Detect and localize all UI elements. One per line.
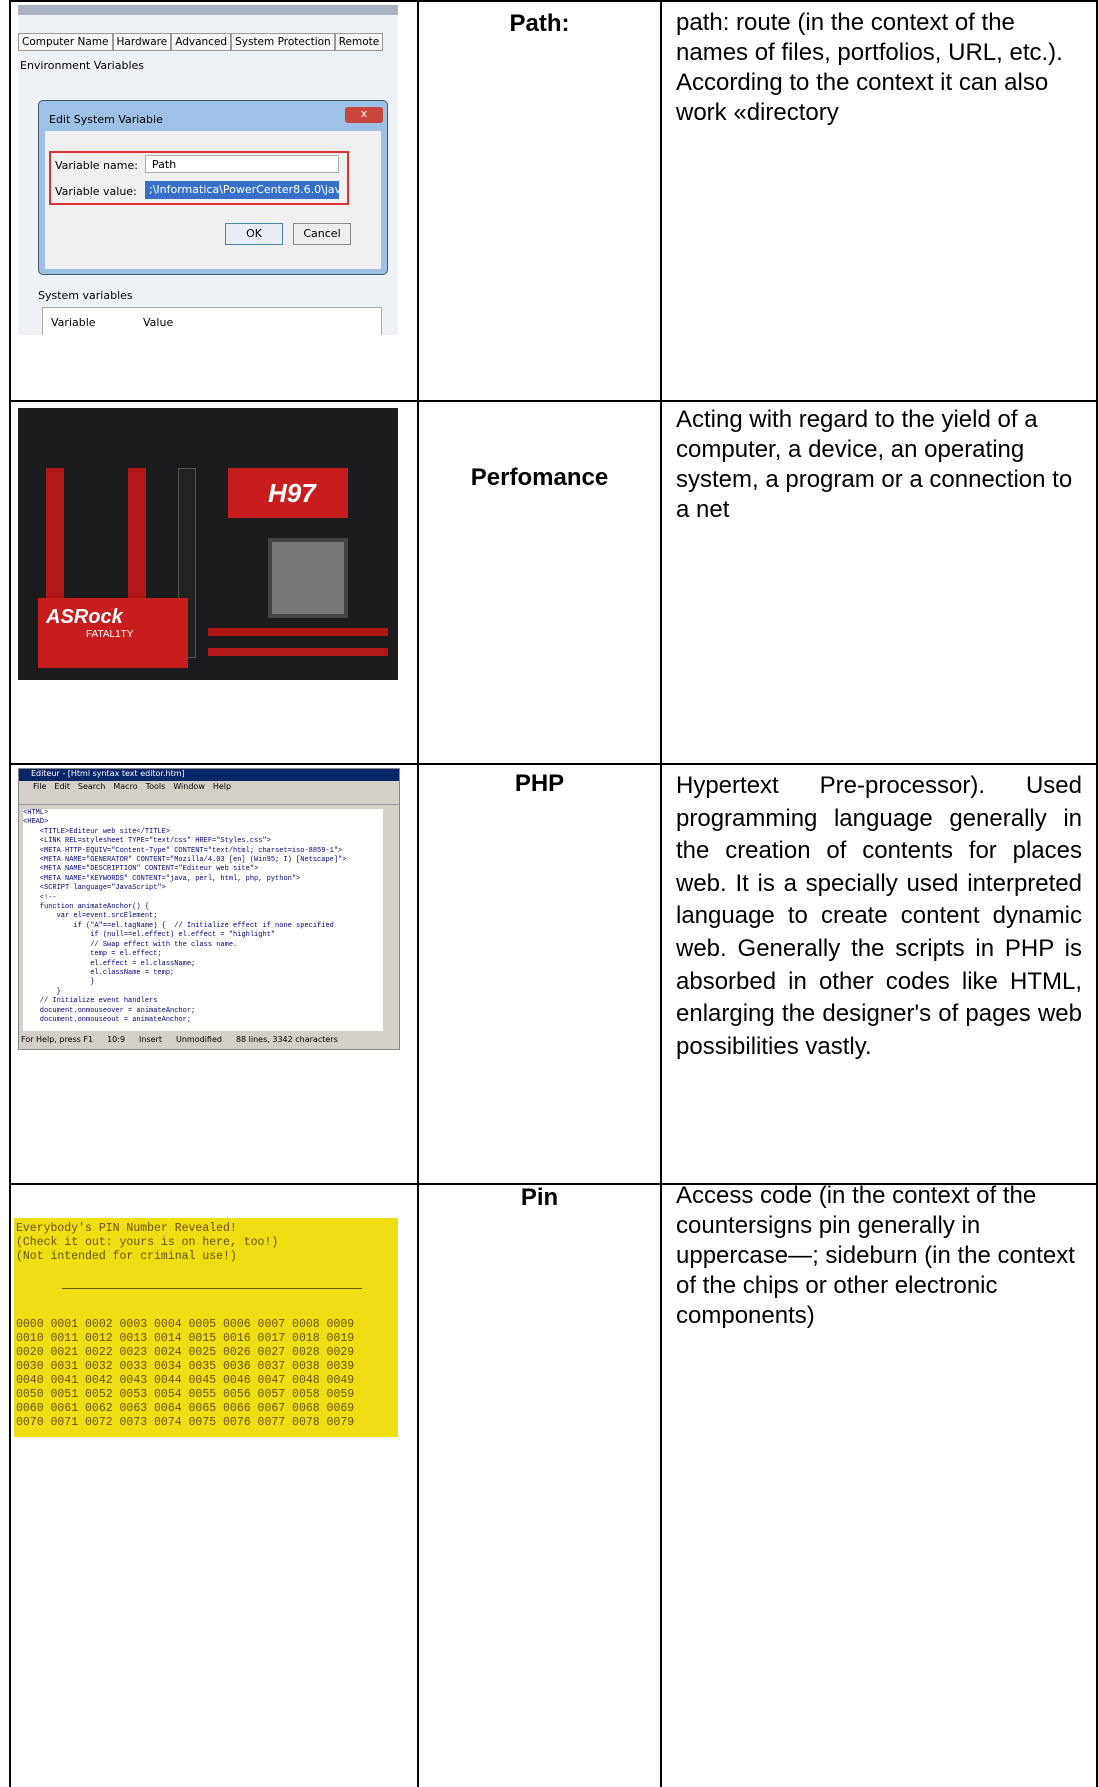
tab: Advanced [171,33,232,51]
code-line: temp = el.effect; [23,950,162,959]
definition: Access code (in the context of the count… [676,1182,1075,1329]
code-line: var el=event.srcElement; [23,912,158,921]
label: Value [143,316,174,329]
code-line: function animateAnchor() { [23,903,150,912]
definition: Acting with regard to the yield of a com… [676,406,1073,523]
code-line: if (null==el.effect) el.effect = "highli… [23,931,276,940]
code-line: el.className = temp; [23,968,175,977]
text-line: (Not intended for criminal use!) [16,1250,237,1263]
menu-item: Edit [54,782,70,791]
status-item: Insert [139,1035,162,1044]
code-line: } [23,978,95,987]
text-line: 0000 0001 0002 0003 0004 0005 0006 0007 … [16,1318,355,1331]
label: Variable value: [55,185,137,198]
definition: Hypertext Pre-processor). Used programmi… [676,772,1082,1060]
code-line: <HEAD> [23,818,49,827]
border [9,763,1098,765]
code-line: document.onmouseout = animateAnchor; [23,1015,192,1024]
border [9,0,11,1787]
menu-item: Window [173,782,205,791]
field: ;\Informatica\PowerCenter8.6.0\java\bin; [145,181,339,199]
menu-item: File [33,782,47,791]
border [9,0,1098,2]
label: Environment Variables [20,59,145,72]
status-item: 88 lines, 3342 characters [235,1035,338,1044]
code-line: <META NAME="KEYWORDS" CONTENT="java, per… [23,874,301,883]
code-line: // Swap effect with the class name. [23,940,238,949]
text-line: 0020 0021 0022 0023 0024 0025 0026 0027 … [16,1346,355,1359]
term: Perfomance [470,464,609,491]
term: Pin [520,1184,559,1211]
text-line: 0070 0071 0072 0073 0074 0075 0076 0077 … [16,1416,355,1429]
menu-item: Search [77,782,106,791]
menu-item: Macro [113,782,138,791]
code-line: <META NAME="GENERATOR" CONTENT="Mozilla/… [23,856,347,865]
text-line: 0040 0041 0042 0043 0044 0045 0046 0047 … [16,1374,355,1387]
label: Edit System Variable [49,113,163,126]
label: Variable [51,316,96,329]
status-item: For Help, press F1 [21,1035,94,1044]
code-line: <SCRIPT language="JavaScript"> [23,884,166,893]
title-bar: Editeur - [Html syntax text editor.htm] [19,769,399,781]
button: OK [225,223,283,245]
term: PHP [514,770,565,797]
screenshot: Everybody's PIN Number Revealed! (Check i… [14,1218,398,1437]
label: H97 [228,468,348,518]
status-item: Unmodified [175,1035,222,1044]
screenshot: Computer Name Hardware Advanced System Prot… [18,5,398,335]
label: System variables [38,289,133,302]
label: ASRock [46,606,123,628]
text-line: 0030 0031 0032 0033 0034 0035 0036 0037 … [16,1360,355,1373]
label: FATAL1TY [86,629,134,640]
text-line: (Check it out: yours is on here, too!) [16,1236,279,1249]
border [1096,0,1098,1787]
tab: Hardware [112,33,172,51]
term: Path: [509,10,570,37]
code-line: el.effect = el.className; [23,959,196,968]
code-line: } [23,987,61,996]
screenshot: Editeur - [Html syntax text editor.htm] … [18,768,400,1050]
tab: System Protection [231,33,335,51]
status-item: 10:9 [107,1035,126,1044]
menu-item: Help [212,782,232,791]
code-line: <LINK REL=stylesheet TYPE="text/css" HRE… [23,837,271,846]
border [9,400,1098,402]
code-line: if ("A"==el.tagName) { // Initialize eff… [23,921,334,930]
field: Path [145,155,339,173]
code-line: document.onmouseover = animateAnchor; [23,1006,196,1015]
definition: path: route (in the context of the names… [676,9,1063,126]
border [417,0,419,1787]
border [660,0,662,1787]
text-line: 0050 0051 0052 0053 0054 0055 0056 0057 … [16,1388,355,1401]
tab: Computer Name [18,33,113,51]
photo: H97 ASRock FATAL1TY [18,408,398,680]
tab: Remote [334,33,384,51]
code-line: <!-- [23,893,57,902]
button: Cancel [293,223,351,245]
text-line: 0010 0011 0012 0013 0014 0015 0016 0017 … [16,1332,355,1345]
border [9,1183,1098,1185]
code-line: <META NAME="DESCRIPTION" CONTENT="Editeu… [23,865,259,874]
code-line: <HTML> [23,809,49,817]
code-line: <META HTTP-EQUIV="Content-Type" CONTENT=… [23,846,343,855]
label: Variable name: [55,159,138,172]
code-line: <TITLE>Editeur web site</TITLE> [23,827,171,836]
code-line: // Initialize event handlers [23,997,158,1006]
text-line: 0060 0061 0062 0063 0064 0065 0066 0067 … [16,1402,355,1415]
menu-item: Tools [145,782,166,791]
text-line: Everybody's PIN Number Revealed! [16,1222,237,1235]
